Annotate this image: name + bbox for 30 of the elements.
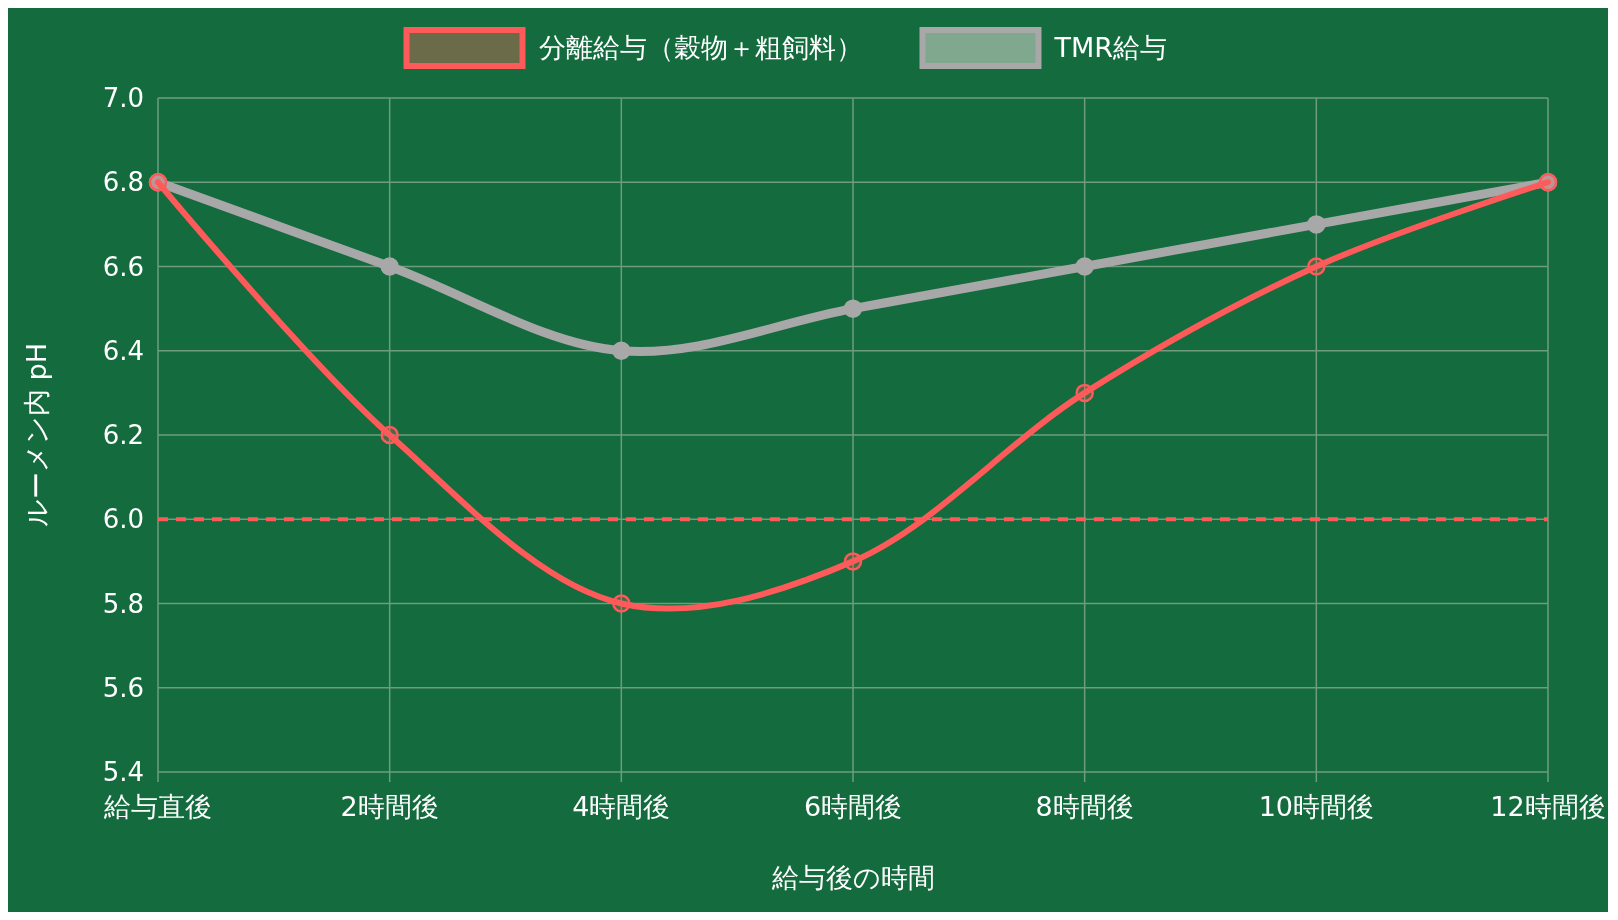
point xyxy=(1075,383,1094,403)
point xyxy=(380,257,399,276)
x-tick-label: 8時間後 xyxy=(1035,791,1134,822)
x-tick-label: 2時間後 xyxy=(340,791,439,822)
x-tick-label: 12時間後 xyxy=(1490,791,1606,822)
legend-label: TMR給与 xyxy=(1053,32,1168,64)
point xyxy=(612,341,631,360)
x-tick-label: 10時間後 xyxy=(1258,791,1375,822)
x-tick-label: 給与直後 xyxy=(103,791,212,822)
point xyxy=(1307,215,1326,234)
x-axis-title: 給与後の時間 xyxy=(770,862,935,893)
y-tick-label: 6.2 xyxy=(102,420,144,451)
point xyxy=(1075,257,1094,276)
x-tick-label: 6時間後 xyxy=(803,791,903,822)
point xyxy=(843,299,863,318)
point xyxy=(843,552,863,571)
point xyxy=(612,594,631,613)
y-tick-label: 6.4 xyxy=(102,335,144,366)
y-tick-label: 7.0 xyxy=(102,83,144,114)
y-tick-label: 5.4 xyxy=(102,757,144,788)
y-tick-label: 6.0 xyxy=(102,504,144,535)
legend-label: 分離給与（穀物＋粗飼料） xyxy=(538,32,863,64)
y-tick-label: 5.6 xyxy=(102,672,144,703)
point xyxy=(380,425,399,445)
x-tick-label: 4時間後 xyxy=(572,791,671,822)
y-axis-title: ルーメン内 pH xyxy=(21,342,52,528)
y-tick-label: 6.6 xyxy=(102,251,144,282)
y-tick-label: 6.8 xyxy=(102,167,144,198)
y-tick-label: 5.8 xyxy=(102,588,144,619)
point xyxy=(1307,257,1326,276)
